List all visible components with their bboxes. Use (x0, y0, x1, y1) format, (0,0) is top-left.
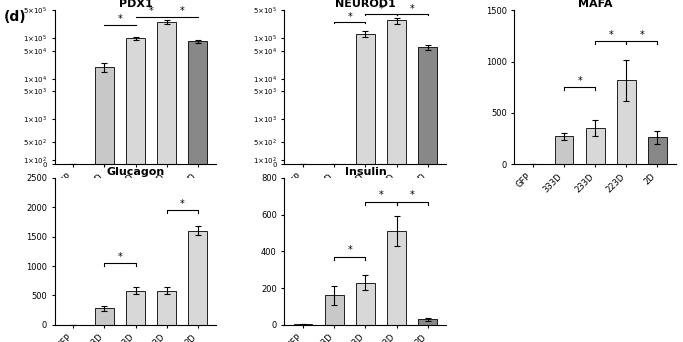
Bar (157, 291, 176, 325)
Bar (95, 67, 114, 164)
Text: *: * (117, 252, 122, 262)
Bar (356, 282, 375, 325)
Title: MAFA: MAFA (578, 0, 613, 10)
Bar (294, 324, 313, 325)
Bar (189, 41, 207, 164)
Bar (356, 34, 375, 164)
Text: *: * (180, 199, 184, 209)
Title: Insulin: Insulin (344, 167, 387, 177)
Bar (586, 128, 604, 164)
Bar (189, 231, 207, 325)
Text: *: * (639, 29, 644, 39)
Bar (418, 319, 437, 325)
Bar (418, 48, 437, 164)
Bar (555, 136, 574, 164)
Text: *: * (348, 246, 352, 255)
Title: Glucagon: Glucagon (107, 167, 165, 177)
Bar (648, 137, 667, 164)
Bar (157, 22, 176, 164)
Bar (387, 231, 406, 325)
Text: *: * (410, 4, 415, 14)
Text: *: * (180, 6, 184, 16)
Text: *: * (410, 190, 415, 200)
Bar (126, 291, 145, 325)
Bar (126, 39, 145, 164)
Bar (325, 295, 344, 325)
Title: NEUROD1: NEUROD1 (335, 0, 395, 10)
Text: *: * (577, 76, 582, 86)
Text: *: * (117, 14, 122, 24)
Bar (387, 21, 406, 164)
Text: *: * (378, 4, 383, 14)
Title: PDX1: PDX1 (119, 0, 152, 10)
Text: *: * (609, 29, 613, 39)
Text: *: * (149, 6, 154, 16)
Text: (d): (d) (3, 10, 26, 24)
Text: *: * (378, 190, 383, 200)
Bar (617, 80, 636, 164)
Text: *: * (348, 12, 352, 22)
Bar (95, 308, 114, 325)
